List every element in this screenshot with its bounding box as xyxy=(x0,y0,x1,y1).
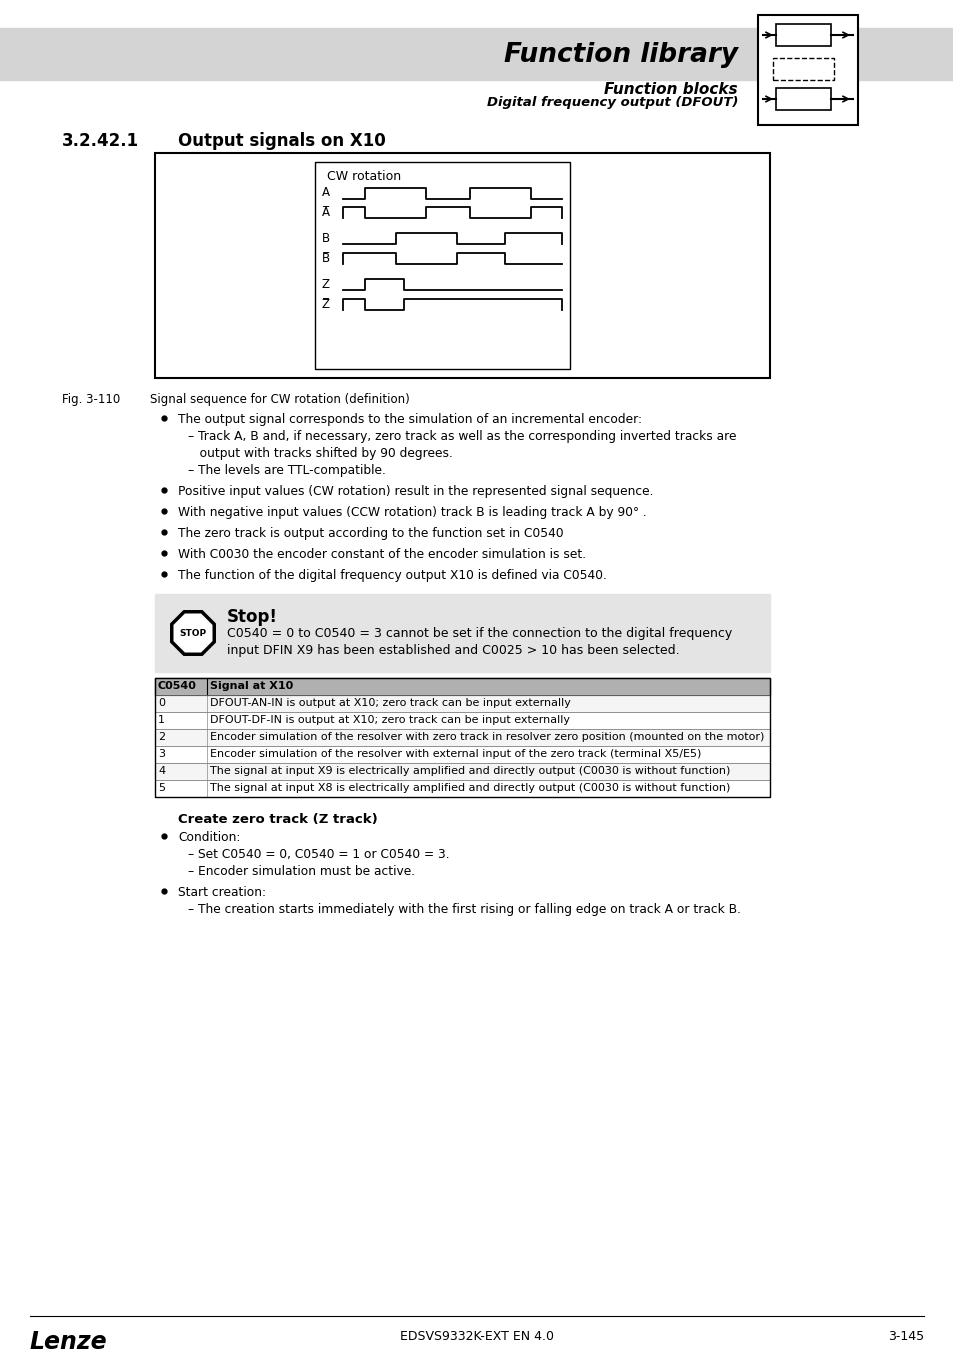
Text: A̅: A̅ xyxy=(322,205,330,219)
Text: The output signal corresponds to the simulation of an incremental encoder:: The output signal corresponds to the sim… xyxy=(178,413,641,427)
Text: C0540 = 0 to C0540 = 3 cannot be set if the connection to the digital frequency: C0540 = 0 to C0540 = 3 cannot be set if … xyxy=(227,626,732,640)
Text: Lenze: Lenze xyxy=(30,1330,108,1350)
Text: CW rotation: CW rotation xyxy=(327,170,400,184)
Bar xyxy=(772,58,833,80)
Text: B̅: B̅ xyxy=(322,251,330,265)
Bar xyxy=(154,678,769,695)
Text: Digital frequency output (DFOUT): Digital frequency output (DFOUT) xyxy=(486,96,738,109)
Text: Positive input values (CW rotation) result in the represented signal sequence.: Positive input values (CW rotation) resu… xyxy=(178,485,653,498)
Bar xyxy=(154,695,769,711)
Bar xyxy=(154,678,769,695)
Bar xyxy=(154,729,769,747)
Text: DFOUT-DF-IN is output at X10; zero track can be input externally: DFOUT-DF-IN is output at X10; zero track… xyxy=(210,716,569,725)
Text: Encoder simulation of the resolver with external input of the zero track (termin: Encoder simulation of the resolver with … xyxy=(210,749,700,759)
Text: The signal at input X8 is electrically amplified and directly output (C0030 is w: The signal at input X8 is electrically a… xyxy=(210,783,730,792)
Text: 2: 2 xyxy=(158,732,165,742)
Text: Signal at X10: Signal at X10 xyxy=(210,680,293,691)
Bar xyxy=(154,763,769,780)
Text: – The levels are TTL-compatible.: – The levels are TTL-compatible. xyxy=(188,464,385,477)
Text: Signal sequence for CW rotation (definition): Signal sequence for CW rotation (definit… xyxy=(150,393,410,406)
Text: 5: 5 xyxy=(158,783,165,792)
Bar xyxy=(154,729,769,747)
Text: A: A xyxy=(322,186,330,200)
Text: DFOUT-AN-IN is output at X10; zero track can be input externally: DFOUT-AN-IN is output at X10; zero track… xyxy=(210,698,570,707)
Text: 0: 0 xyxy=(158,698,165,707)
Bar xyxy=(154,711,769,729)
Text: Function blocks: Function blocks xyxy=(604,82,738,97)
Text: Create zero track (Z track): Create zero track (Z track) xyxy=(178,813,377,826)
Text: – Set C0540 = 0, C0540 = 1 or C0540 = 3.: – Set C0540 = 0, C0540 = 1 or C0540 = 3. xyxy=(188,848,449,861)
Text: Function library: Function library xyxy=(503,42,738,68)
Polygon shape xyxy=(172,612,214,655)
Text: Encoder simulation of the resolver with zero track in resolver zero position (mo: Encoder simulation of the resolver with … xyxy=(210,732,763,742)
Text: – Encoder simulation must be active.: – Encoder simulation must be active. xyxy=(188,865,415,878)
Text: output with tracks shifted by 90 degrees.: output with tracks shifted by 90 degrees… xyxy=(188,447,453,460)
Bar xyxy=(775,88,830,109)
Text: 3-145: 3-145 xyxy=(887,1330,923,1343)
Text: Output signals on X10: Output signals on X10 xyxy=(178,132,385,150)
Bar xyxy=(154,594,769,672)
Text: 3: 3 xyxy=(158,749,165,759)
Text: C0540: C0540 xyxy=(158,680,196,691)
Text: Stop!: Stop! xyxy=(227,608,277,626)
Bar xyxy=(154,711,769,729)
Text: Condition:: Condition: xyxy=(178,832,240,844)
Bar xyxy=(154,763,769,780)
Text: – Track A, B and, if necessary, zero track as well as the corresponding inverted: – Track A, B and, if necessary, zero tra… xyxy=(188,431,736,443)
Text: B: B xyxy=(322,231,330,244)
Text: Z: Z xyxy=(322,278,330,290)
Text: The signal at input X9 is electrically amplified and directly output (C0030 is w: The signal at input X9 is electrically a… xyxy=(210,765,730,776)
Text: STOP: STOP xyxy=(179,629,207,637)
Text: Fig. 3-110: Fig. 3-110 xyxy=(62,393,120,406)
Bar xyxy=(154,678,769,796)
Text: 3.2.42.1: 3.2.42.1 xyxy=(62,132,139,150)
Text: 1: 1 xyxy=(158,716,165,725)
Text: The zero track is output according to the function set in C0540: The zero track is output according to th… xyxy=(178,526,563,540)
Bar xyxy=(154,153,769,378)
Text: Z̅: Z̅ xyxy=(322,297,330,310)
Bar xyxy=(154,780,769,796)
Text: – The creation starts immediately with the first rising or falling edge on track: – The creation starts immediately with t… xyxy=(188,903,740,917)
Bar xyxy=(154,747,769,763)
Text: EDSVS9332K-EXT EN 4.0: EDSVS9332K-EXT EN 4.0 xyxy=(399,1330,554,1343)
Bar xyxy=(314,162,569,369)
Text: Start creation:: Start creation: xyxy=(178,886,266,899)
Bar xyxy=(154,747,769,763)
Text: The function of the digital frequency output X10 is defined via C0540.: The function of the digital frequency ou… xyxy=(178,568,606,582)
Text: input DFIN X9 has been established and C0025 > 10 has been selected.: input DFIN X9 has been established and C… xyxy=(227,644,679,657)
Text: With negative input values (CCW rotation) track B is leading track A by 90° .: With negative input values (CCW rotation… xyxy=(178,506,646,518)
Bar xyxy=(775,24,830,46)
Text: With C0030 the encoder constant of the encoder simulation is set.: With C0030 the encoder constant of the e… xyxy=(178,548,585,562)
Bar xyxy=(154,780,769,796)
Bar xyxy=(154,695,769,711)
Bar xyxy=(0,28,953,80)
Bar xyxy=(758,15,857,126)
Text: 4: 4 xyxy=(158,765,165,776)
